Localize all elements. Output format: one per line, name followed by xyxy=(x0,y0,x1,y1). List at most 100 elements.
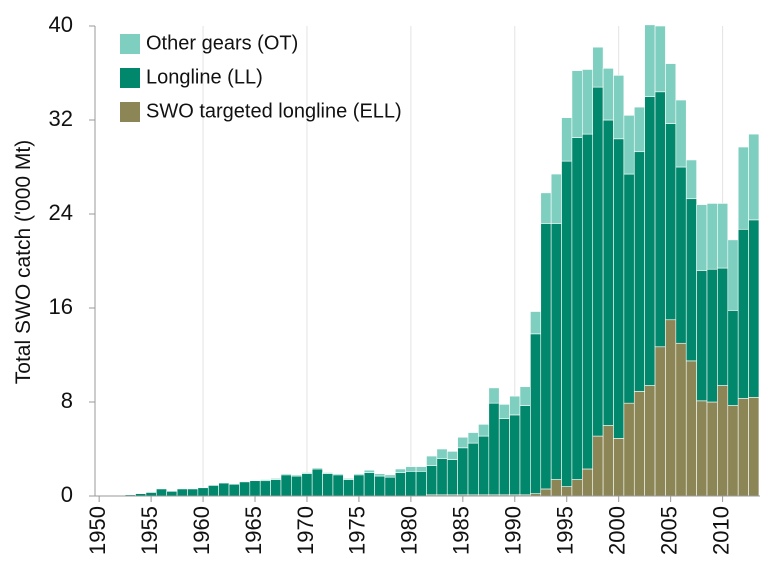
bar-segment xyxy=(384,476,396,497)
bar-segment xyxy=(197,487,209,497)
bar-segment xyxy=(706,401,718,497)
bar-segment xyxy=(561,117,573,162)
bar-segment xyxy=(592,86,604,437)
bar-segment xyxy=(166,490,178,497)
bar-segment xyxy=(571,137,583,480)
bar-segment xyxy=(239,481,251,497)
bar-segment xyxy=(457,447,469,496)
bar-segment xyxy=(363,469,375,473)
legend-label: Other gears (OT) xyxy=(146,32,298,54)
bar-segment xyxy=(353,473,365,476)
y-tick-label: 24 xyxy=(49,200,73,225)
bar-segment xyxy=(696,400,708,497)
bar-segment xyxy=(301,473,313,497)
bar-segment xyxy=(540,192,552,224)
y-axis-label: Total SWO catch ('000 Mt) xyxy=(12,140,35,384)
bar-segment xyxy=(602,68,614,121)
bar-segment xyxy=(249,480,261,497)
x-tick-label: 1975 xyxy=(345,506,370,555)
bar-segment xyxy=(665,123,677,321)
bar-segment xyxy=(737,228,749,399)
bar-segment xyxy=(727,405,739,497)
x-tick-label: 2000 xyxy=(605,506,630,555)
bar-segment xyxy=(270,478,282,480)
bar-segment xyxy=(509,414,521,496)
bar-segment xyxy=(446,451,458,460)
x-tick-label: 1995 xyxy=(553,506,578,555)
bar-segment xyxy=(353,474,365,497)
bar-segment xyxy=(582,133,594,470)
bar-segment xyxy=(654,91,666,348)
bar-segment xyxy=(519,405,531,496)
bar-segment xyxy=(561,486,573,497)
bar-segment xyxy=(727,310,739,406)
bar-segment xyxy=(550,223,562,480)
x-tick-label: 1965 xyxy=(241,506,266,555)
bar-segment xyxy=(571,70,583,138)
bar-segment xyxy=(592,435,604,497)
bar-segment xyxy=(644,385,656,497)
x-tick-label: 1990 xyxy=(501,506,526,555)
bar-segment xyxy=(644,24,656,97)
x-tick-label: 1960 xyxy=(189,506,214,555)
y-tick-label: 40 xyxy=(49,12,73,37)
bar-segment xyxy=(394,468,406,473)
bar-segment xyxy=(415,466,427,472)
y-tick-label: 0 xyxy=(61,482,73,507)
bar-segment xyxy=(301,472,313,474)
bar-segment xyxy=(613,138,625,439)
bar-segment xyxy=(706,268,718,403)
bar-segment xyxy=(478,435,490,496)
bar-segment xyxy=(488,387,500,404)
bar-segment xyxy=(717,385,729,497)
bar-segment xyxy=(737,398,749,497)
bar-segment xyxy=(311,467,323,470)
legend-swatch xyxy=(120,68,140,88)
bar-segment xyxy=(665,63,677,124)
bar-segment xyxy=(748,219,760,398)
bar-segment xyxy=(467,432,479,444)
bar-segment xyxy=(488,402,500,496)
bar-segment xyxy=(415,471,427,497)
x-tick-label: 2005 xyxy=(656,506,681,555)
bar-segment xyxy=(280,473,292,476)
bar-segment xyxy=(187,488,199,497)
bar-segment xyxy=(405,471,417,497)
bar-segment xyxy=(436,448,448,459)
bar-segment xyxy=(613,438,625,497)
bar-segment xyxy=(457,436,469,449)
bar-segment xyxy=(207,485,219,497)
bar-segment xyxy=(218,482,230,497)
bar-segment xyxy=(654,346,666,497)
legend-swatch xyxy=(120,102,140,122)
bar-segment xyxy=(311,468,323,497)
bar-segment xyxy=(509,395,521,416)
bar-segment xyxy=(332,474,344,497)
bar-segment xyxy=(602,119,614,426)
bar-segment xyxy=(737,146,749,230)
y-tick-label: 8 xyxy=(61,388,73,413)
bar-segment xyxy=(332,473,344,476)
bar-segment xyxy=(322,473,334,497)
bar-segment xyxy=(530,333,542,494)
bar-segment xyxy=(748,396,760,497)
bar-segment xyxy=(685,159,697,200)
bar-segment xyxy=(685,198,697,362)
bar-segment xyxy=(582,468,594,497)
x-tick-label: 1970 xyxy=(293,506,318,555)
y-tick-label: 32 xyxy=(49,106,73,131)
bar-segment xyxy=(675,342,687,497)
bar-segment xyxy=(717,203,729,269)
bar-segment xyxy=(426,455,438,466)
bar-segment xyxy=(706,203,718,270)
bar-segment xyxy=(675,99,687,168)
legend-swatch xyxy=(120,34,140,54)
bar-segment xyxy=(748,133,760,221)
bar-segment xyxy=(446,459,458,496)
bar-segment xyxy=(228,483,240,497)
bar-segment xyxy=(343,479,355,497)
bar-segment xyxy=(363,472,375,497)
bar-segment xyxy=(519,386,531,406)
bar-segment xyxy=(530,311,542,335)
